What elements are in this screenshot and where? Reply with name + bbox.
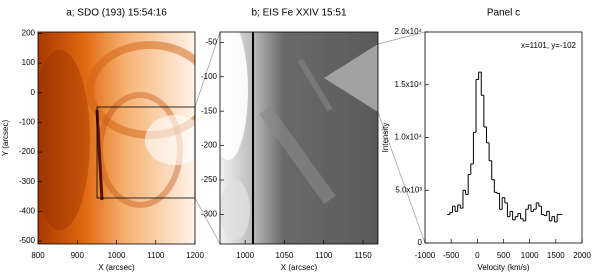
plot-frame bbox=[219, 31, 379, 245]
x-tick-label: 1100 bbox=[315, 251, 333, 260]
x-tick-label: 1000 bbox=[521, 251, 539, 260]
y-tick-label: 5.0x10³ bbox=[395, 185, 422, 194]
eis-image bbox=[220, 32, 378, 244]
panel-title: a; SDO (193) 15:54:16 bbox=[66, 8, 167, 19]
y-tick-label: 0 bbox=[31, 88, 36, 97]
y-tick-label: -50 bbox=[205, 37, 217, 46]
x-axis-label: X (arcsec) bbox=[98, 263, 135, 272]
connectors bbox=[194, 31, 426, 245]
panel-title: b; EIS Fe XXIV 15:51 bbox=[251, 8, 346, 19]
x-tick-label: 1500 bbox=[547, 251, 565, 260]
y-axis-label: Intensity bbox=[381, 123, 390, 153]
y-tick-label: -100 bbox=[201, 72, 218, 81]
panel-title: Panel c bbox=[487, 8, 520, 19]
x-tick-label: 1200 bbox=[186, 251, 204, 260]
y-tick-label: -400 bbox=[19, 206, 36, 215]
y-tick-label: -300 bbox=[201, 210, 218, 219]
x-tick-label: 1050 bbox=[276, 251, 294, 260]
x-tick-label: 1150 bbox=[354, 251, 372, 260]
y-tick-label: -300 bbox=[19, 177, 36, 186]
y-axis-label: Y (arcsec) bbox=[1, 120, 10, 157]
x-tick-label: 900 bbox=[71, 251, 85, 260]
x-tick-label: 800 bbox=[31, 251, 45, 260]
y-tick-label: -150 bbox=[201, 106, 218, 115]
x-tick-label: 1000 bbox=[236, 251, 254, 260]
y-tick-label: 1.5x10⁴ bbox=[395, 80, 423, 89]
x-axis-label: X (arcsec) bbox=[281, 263, 318, 272]
y-tick-label: 1.0x10⁴ bbox=[395, 133, 423, 142]
y-tick-label: -200 bbox=[201, 141, 218, 150]
y-tick-label: 2.0x10⁴ bbox=[395, 27, 423, 36]
x-tick-label: -1000 bbox=[415, 251, 436, 260]
x-tick-label: 2000 bbox=[573, 251, 591, 260]
y-tick-label: -100 bbox=[19, 118, 36, 127]
x-tick-label: 0 bbox=[475, 251, 480, 260]
x-axis-label: Velocity (km/s) bbox=[477, 263, 529, 272]
y-tick-label: 200 bbox=[22, 29, 36, 38]
y-tick-label: 100 bbox=[22, 58, 36, 67]
sdo-image bbox=[38, 32, 195, 244]
x-tick-label: -500 bbox=[443, 251, 460, 260]
y-tick-label: 0 bbox=[418, 238, 423, 247]
y-tick-label: -500 bbox=[19, 236, 36, 245]
plot-frame bbox=[424, 31, 583, 244]
x-tick-label: 500 bbox=[497, 251, 511, 260]
x-tick-label: 1100 bbox=[147, 251, 165, 260]
annotation: x=1101, y=-102 bbox=[521, 41, 577, 50]
y-tick-label: -200 bbox=[19, 147, 36, 156]
x-tick-label: 1000 bbox=[108, 251, 126, 260]
y-tick-label: -250 bbox=[201, 175, 218, 184]
